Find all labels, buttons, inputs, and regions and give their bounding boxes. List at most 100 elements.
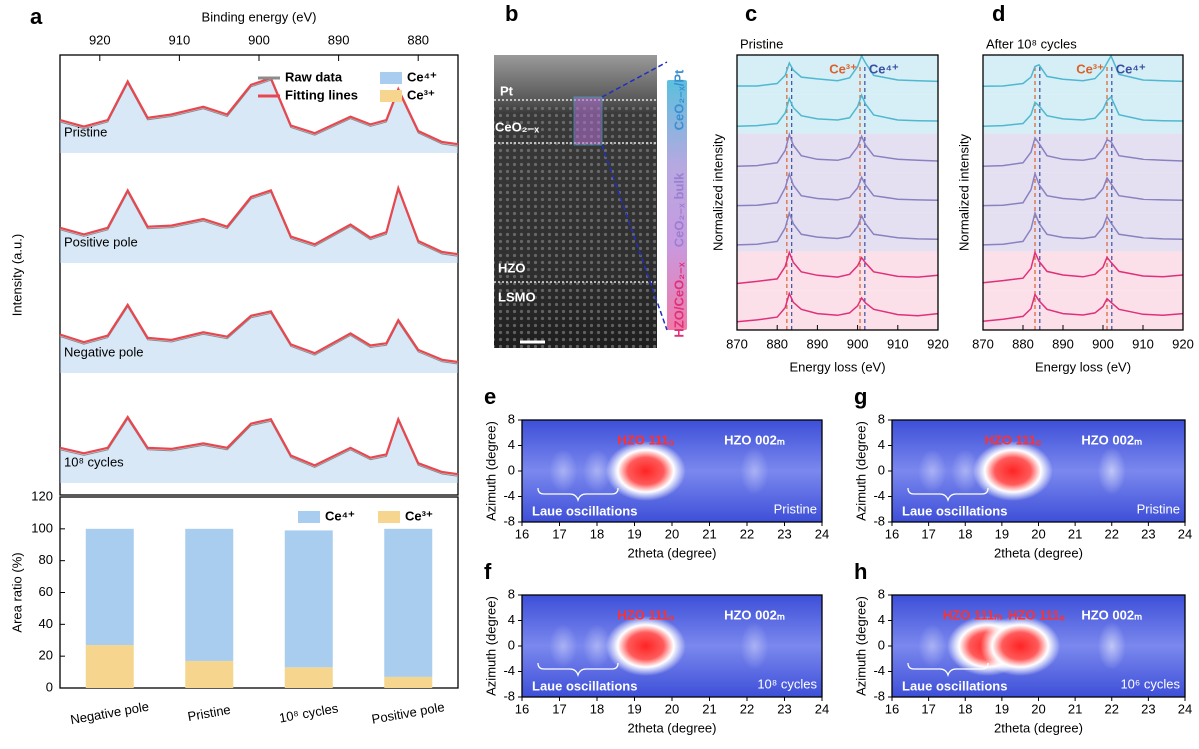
panel-label: g xyxy=(854,384,867,409)
laue-bracket xyxy=(907,487,989,503)
y-tick-label: 0 xyxy=(508,637,515,652)
x-tick-label: 23 xyxy=(777,526,791,541)
y-tick-label: 4 xyxy=(508,437,515,452)
x-tick-label: Positive pole xyxy=(370,699,445,727)
x-tick-label: 20 xyxy=(1031,526,1045,541)
peak-label: HZO 111ₒ xyxy=(1008,607,1065,622)
legend-swatch xyxy=(380,72,402,84)
x-tick-label: 900 xyxy=(1092,336,1114,351)
x-tick-label: 18 xyxy=(958,701,972,716)
band xyxy=(737,290,938,330)
x-axis-label: 2theta (degree) xyxy=(994,720,1083,735)
x-tick-label: 920 xyxy=(927,336,949,351)
y-axis-label: Azimuth (degree) xyxy=(483,421,498,521)
bar-segment xyxy=(384,528,433,677)
spectrum xyxy=(736,250,939,285)
diffraction-peak xyxy=(1097,622,1126,670)
x-tick-label: Pristine xyxy=(186,702,231,724)
region-label: HZO/CeO₂₋ₓ xyxy=(671,262,686,337)
band xyxy=(983,251,1183,291)
x-tick-label: 24 xyxy=(1178,526,1192,541)
x-tick-label: 22 xyxy=(1105,701,1119,716)
x-tick-label: 920 xyxy=(89,32,111,47)
laue-fringe xyxy=(583,449,611,493)
diffraction-peak xyxy=(740,447,769,495)
x-tick-label: 18 xyxy=(958,526,972,541)
y-tick-label: 4 xyxy=(508,612,515,627)
x-tick-label: 870 xyxy=(726,336,748,351)
x-tick-label: 23 xyxy=(777,701,791,716)
note: Laue oscillations xyxy=(902,503,1007,518)
y-axis-label: Area ratio (%) xyxy=(9,552,24,632)
region-box xyxy=(573,96,603,146)
panel-label: a xyxy=(30,4,43,29)
y-tick-label: -8 xyxy=(873,688,885,703)
bar-segment xyxy=(284,530,333,668)
layer-label: HZO xyxy=(498,260,525,275)
diffraction-peak xyxy=(605,441,686,501)
x-tick-label: 19 xyxy=(627,701,641,716)
x-tick-label: 16 xyxy=(515,701,529,716)
x-tick-label: 20 xyxy=(1031,701,1045,716)
diffraction-peak xyxy=(972,441,1053,501)
x-tick-label: 890 xyxy=(328,32,350,47)
peak-label: HZO 002ₘ xyxy=(724,607,785,622)
x-tick-label: 870 xyxy=(972,336,994,351)
x-axis-label: Energy loss (eV) xyxy=(1035,359,1131,374)
bar-segment xyxy=(185,528,234,661)
bar-segment xyxy=(85,645,134,688)
curve-label: Positive pole xyxy=(64,234,138,249)
y-axis-label: Azimuth (degree) xyxy=(483,596,498,696)
fit-area xyxy=(60,188,458,263)
legend-swatch xyxy=(298,511,320,523)
laue-fringe xyxy=(549,449,578,493)
fit-line xyxy=(59,414,459,476)
legend-swatch xyxy=(378,511,400,523)
annotation: Ce³⁺ xyxy=(829,61,857,76)
x-tick-label: 16 xyxy=(885,701,899,716)
plot-frame xyxy=(736,54,939,331)
panel-label: c xyxy=(745,1,757,26)
peak-label: HZO 111ₒ xyxy=(617,432,674,447)
laue-fringe xyxy=(918,624,947,668)
x-tick-label: 20 xyxy=(665,526,679,541)
region-bar xyxy=(667,80,687,330)
x-tick-label: 24 xyxy=(815,701,829,716)
band xyxy=(983,55,1183,95)
band xyxy=(983,172,1183,213)
band xyxy=(983,212,1183,252)
curve-label: Negative pole xyxy=(64,344,144,359)
fit-area xyxy=(60,78,458,153)
x-tick-label: Negative pole xyxy=(69,699,150,728)
y-tick-label: 4 xyxy=(878,437,885,452)
spectrum xyxy=(982,210,1184,246)
band xyxy=(737,212,938,252)
y-tick-label: -4 xyxy=(503,488,515,503)
y-tick-label: 100 xyxy=(31,520,53,535)
panel-label: b xyxy=(505,1,518,26)
x-tick-label: 24 xyxy=(1178,701,1192,716)
zoom-line xyxy=(601,144,668,331)
legend-label: Raw data xyxy=(285,69,343,84)
zoom-line xyxy=(601,61,668,98)
laue-bracket xyxy=(537,487,619,503)
y-tick-label: 8 xyxy=(878,586,885,601)
y-tick-label: 0 xyxy=(508,462,515,477)
condition-label: Pristine xyxy=(1137,501,1180,516)
y-tick-label: 0 xyxy=(878,462,885,477)
band xyxy=(737,251,938,291)
x-tick-label: 920 xyxy=(1172,336,1194,351)
note: Laue oscillations xyxy=(532,678,637,693)
x-tick-label: 21 xyxy=(702,526,716,541)
y-tick-label: 8 xyxy=(878,411,885,426)
x-tick-label: 22 xyxy=(740,526,754,541)
x-tick-label: 24 xyxy=(815,526,829,541)
spectrum xyxy=(736,171,939,207)
panel-title: Pristine xyxy=(740,36,783,51)
x-axis-label: 2theta (degree) xyxy=(628,545,717,560)
fit-area xyxy=(60,417,458,483)
band xyxy=(983,94,1183,134)
plot-frame xyxy=(982,54,1184,331)
spectrum xyxy=(982,54,1184,88)
